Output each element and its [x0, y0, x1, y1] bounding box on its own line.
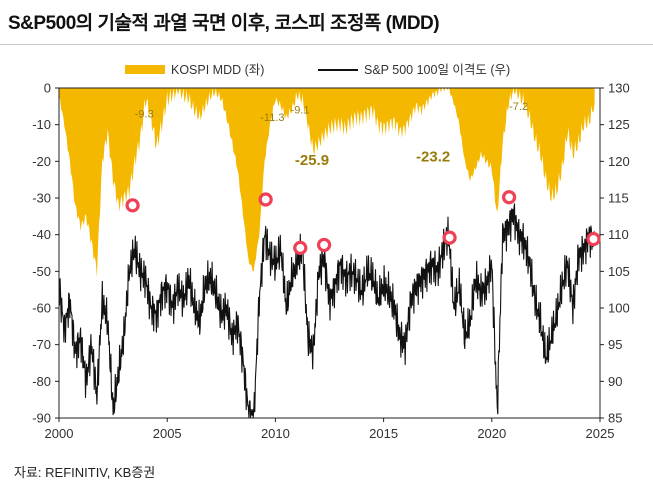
x-tick-label: 2025 — [586, 426, 615, 441]
peak-marker — [316, 237, 332, 253]
mdd-annotation: -23.2 — [416, 148, 450, 165]
chart-svg: KOSPI MDD (좌) S&P 500 100일 이격도 (우) 0 -10 -2… — [32, 63, 630, 442]
mdd-annotation: -25.9 — [295, 152, 329, 169]
legend-swatch-kospi-mdd — [125, 65, 165, 74]
x-tick-label: 2010 — [261, 426, 290, 441]
x-tick-label: 2015 — [369, 426, 398, 441]
y-left-tick-label: -40 — [32, 227, 51, 242]
y-left-tick-label: -70 — [32, 337, 51, 352]
y-left-tick-label: -90 — [32, 411, 51, 426]
annotations: -9.3 -11.3 -9.1 -25.9 -23.2 -7.2 — [125, 101, 601, 255]
y-left-tick-label: -10 — [32, 117, 51, 132]
y-right-tick-label: 85 — [608, 411, 622, 426]
mdd-annotation: -11.3 — [260, 112, 284, 124]
sp500-line — [58, 203, 596, 419]
x-tick-label: 2000 — [45, 426, 74, 441]
x-tick-label: 2020 — [477, 426, 506, 441]
chart-title: S&P500의 기술적 과열 국면 이후, 코스피 조정폭 (MDD) — [8, 13, 440, 34]
legend: KOSPI MDD (좌) S&P 500 100일 이격도 (우) — [125, 63, 510, 77]
x-tick-label: 2005 — [153, 426, 182, 441]
mdd-annotation: -9.1 — [291, 105, 310, 117]
peak-marker — [442, 230, 457, 245]
y-left-tick-label: -20 — [32, 154, 51, 169]
peak-marker — [258, 192, 273, 207]
y-right-tick-label: 125 — [608, 117, 630, 132]
y-right-tick-label: 130 — [608, 81, 630, 96]
legend-label-sp500: S&P 500 100일 이격도 (우) — [364, 63, 510, 77]
mdd-annotation: -9.3 — [135, 108, 154, 120]
peak-marker — [293, 240, 308, 255]
peak-marker — [586, 231, 601, 247]
y-right-tick-label: 95 — [608, 337, 622, 352]
y-right-tick-label: 105 — [608, 264, 630, 279]
peak-marker — [125, 198, 140, 213]
mdd-annotation: -7.2 — [509, 101, 528, 113]
kospi-mdd-area — [59, 88, 595, 278]
y-right-tick-label: 120 — [608, 154, 630, 169]
peak-marker — [502, 190, 517, 205]
y-right-tick-label: 110 — [608, 227, 629, 242]
y-right-tick-label: 115 — [608, 191, 629, 206]
y-left-tick-label: -80 — [32, 374, 51, 389]
y-left-tick-label: -30 — [32, 191, 51, 206]
source-note: 자료: REFINITIV, KB증권 — [14, 465, 156, 480]
title-divider — [0, 44, 653, 45]
y-right-tick-label: 90 — [608, 374, 622, 389]
y-left-tick-label: 0 — [44, 81, 51, 96]
y-right-tick-label: 100 — [608, 301, 630, 316]
y-left-tick-label: -50 — [32, 264, 51, 279]
axes: 0 -10 -20 -30 -40 -50 -60 -70 -80 -90 130 125 120 115… — [32, 81, 630, 442]
plot-area — [58, 88, 596, 419]
legend-label-kospi-mdd: KOSPI MDD (좌) — [171, 63, 264, 77]
y-left-tick-label: -60 — [32, 301, 51, 316]
